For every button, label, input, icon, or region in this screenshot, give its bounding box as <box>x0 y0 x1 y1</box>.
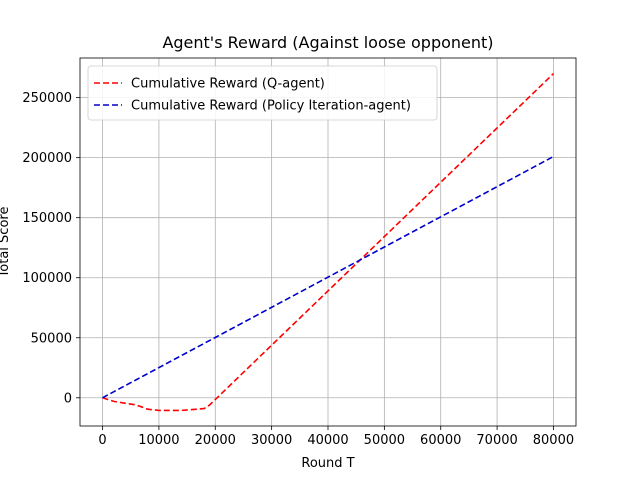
x-axis-label: Round T <box>301 456 354 471</box>
chart-title: Agent's Reward (Against loose opponent) <box>162 33 493 52</box>
legend: Cumulative Reward (Q-agent) Cumulative Re… <box>87 65 438 121</box>
y-tick-label: 200000 <box>22 151 72 166</box>
series-line-1 <box>102 155 554 399</box>
x-tick-label: 70000 <box>476 433 517 448</box>
x-tick-label: 20000 <box>195 433 236 448</box>
x-tick-label: 50000 <box>364 433 405 448</box>
axis-ticks: 0 10000 20000 30000 40000 50000 60000 70000 8000… <box>22 91 574 448</box>
x-tick-label: 80000 <box>533 433 574 448</box>
y-tick-label: 50000 <box>31 331 72 346</box>
y-tick-label: 100000 <box>22 271 72 286</box>
series-line-0 <box>102 73 555 412</box>
x-tick-label: 40000 <box>307 433 348 448</box>
x-tick-label: 60000 <box>420 433 461 448</box>
y-axis-label: Total Score <box>0 207 12 279</box>
x-tick-label: 10000 <box>138 433 179 448</box>
legend-label: Cumulative Reward (Policy Iteration-agen… <box>131 99 411 114</box>
y-tick-label: 150000 <box>22 211 72 226</box>
y-tick-label: 0 <box>64 391 72 406</box>
legend-label: Cumulative Reward (Q-agent) <box>131 77 325 92</box>
x-tick-label: 30000 <box>251 433 292 448</box>
legend-box <box>87 65 438 121</box>
y-tick-label: 250000 <box>22 91 72 106</box>
series-lines <box>102 73 555 412</box>
x-tick-label: 0 <box>98 433 106 448</box>
